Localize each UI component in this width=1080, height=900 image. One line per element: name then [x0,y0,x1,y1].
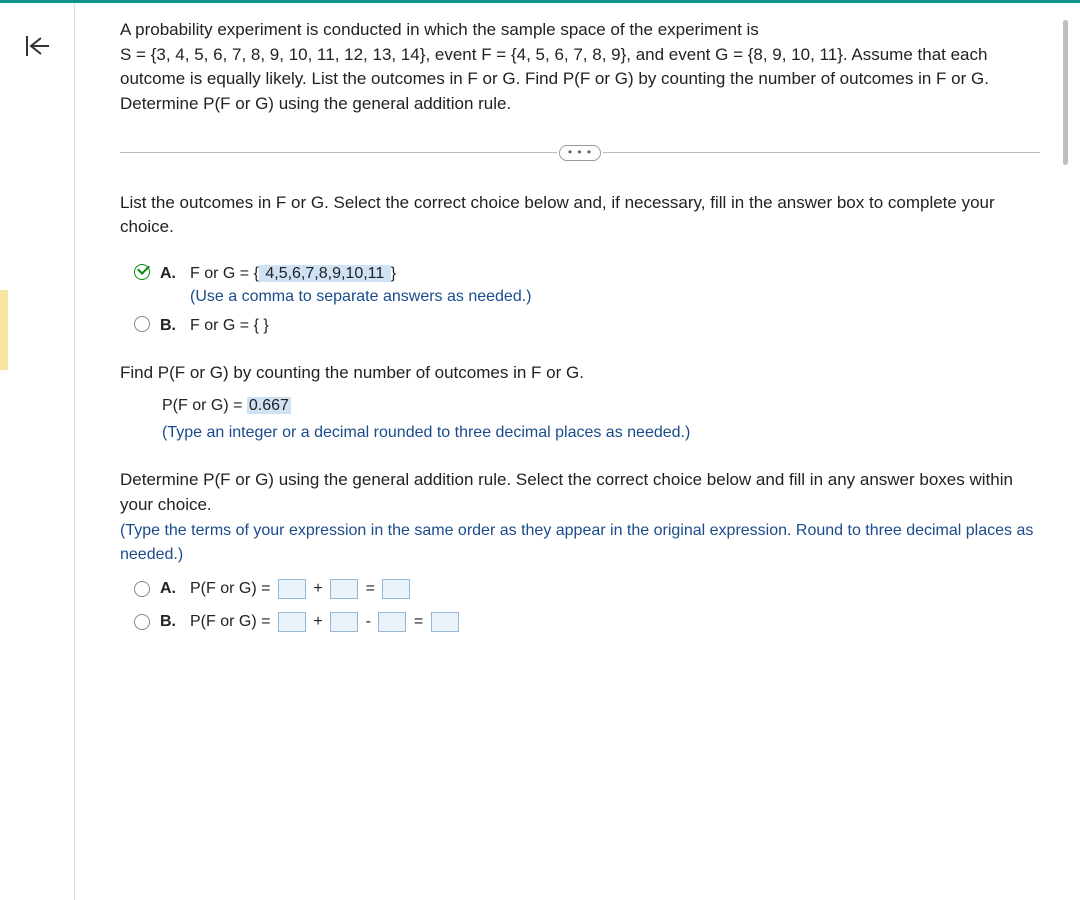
p3-b-body: P(F or G) = + - = [190,610,1040,633]
op-eq2: = [414,613,423,630]
answer-box[interactable] [278,579,306,599]
radio-b[interactable] [134,316,150,332]
choice-b[interactable]: B. F or G = { } [134,314,1040,337]
part2-body: P(F or G) = 0.667 (Type an integer or a … [162,394,1040,444]
scrollbar-thumb[interactable] [1063,20,1068,165]
choice-b-text: F or G = { } [190,314,1040,337]
op-plus: + [313,580,322,597]
part3-prompt1: Determine P(F or G) using the general ad… [120,470,1013,514]
answer-box[interactable] [330,579,358,599]
choice-a-body: F or G = { 4,5,6,7,8,9,10,11 } (Use a co… [190,262,1040,308]
section-divider: • • • [120,145,1040,161]
answer-box[interactable] [278,612,306,632]
part3-choice-a[interactable]: A. P(F or G) = + = [134,577,1040,600]
p3-b-text: P(F or G) = [190,613,270,630]
p3-b-label: B. [160,610,180,633]
choice-a-answer[interactable]: 4,5,6,7,8,9,10,11 [259,265,391,282]
divider-line-right [603,152,1040,153]
choice-a-suffix: } [391,265,396,282]
answer-box[interactable] [431,612,459,632]
p3-a-body: P(F or G) = + = [190,577,1040,600]
radio-p3-b[interactable] [134,614,150,630]
part3-prompt2: (Type the terms of your expression in th… [120,522,1033,564]
answer-box[interactable] [330,612,358,632]
choice-a-hint: (Use a comma to separate answers as need… [190,285,1040,308]
stem-line2: S = {3, 4, 5, 6, 7, 8, 9, 10, 11, 12, 13… [120,45,987,64]
divider-line-left [120,152,557,153]
question-stem: A probability experiment is conducted in… [120,18,1040,117]
part2-prompt: Find P(F or G) by counting the number of… [120,361,1040,386]
dots-icon: • • • [568,144,592,161]
part3: Determine P(F or G) using the general ad… [120,468,1040,567]
radio-a-correct-icon[interactable] [134,264,150,280]
op-minus: - [366,613,371,630]
p3-a-label: A. [160,577,180,600]
question-content: A probability experiment is conducted in… [120,18,1040,639]
radio-p3-a[interactable] [134,581,150,597]
answer-box[interactable] [382,579,410,599]
stem-line3: outcome is equally likely. List the outc… [120,69,989,88]
op-eq: = [366,580,375,597]
expand-icon[interactable]: • • • [559,145,601,161]
part3-choice-b[interactable]: B. P(F or G) = + - = [134,610,1040,633]
choice-a[interactable]: A. F or G = { 4,5,6,7,8,9,10,11 } (Use a… [134,262,1040,308]
p3-a-text: P(F or G) = [190,580,270,597]
part1-prompt: List the outcomes in F or G. Select the … [120,191,1040,240]
highlight-marker [0,290,8,370]
collapse-left-icon[interactable] [22,31,52,61]
part2-prefix: P(F or G) = [162,397,247,414]
choice-a-prefix: F or G = { [190,265,259,282]
left-rail [0,3,75,900]
op-plus2: + [313,613,322,630]
choice-b-label: B. [160,314,180,337]
choice-a-label: A. [160,262,180,285]
part2-answer[interactable]: 0.667 [247,397,291,414]
stem-line1: A probability experiment is conducted in… [120,20,759,39]
answer-box[interactable] [378,612,406,632]
part2-hint: (Type an integer or a decimal rounded to… [162,421,1040,444]
header-accent [0,0,1080,3]
stem-line4: Determine P(F or G) using the general ad… [120,94,511,113]
